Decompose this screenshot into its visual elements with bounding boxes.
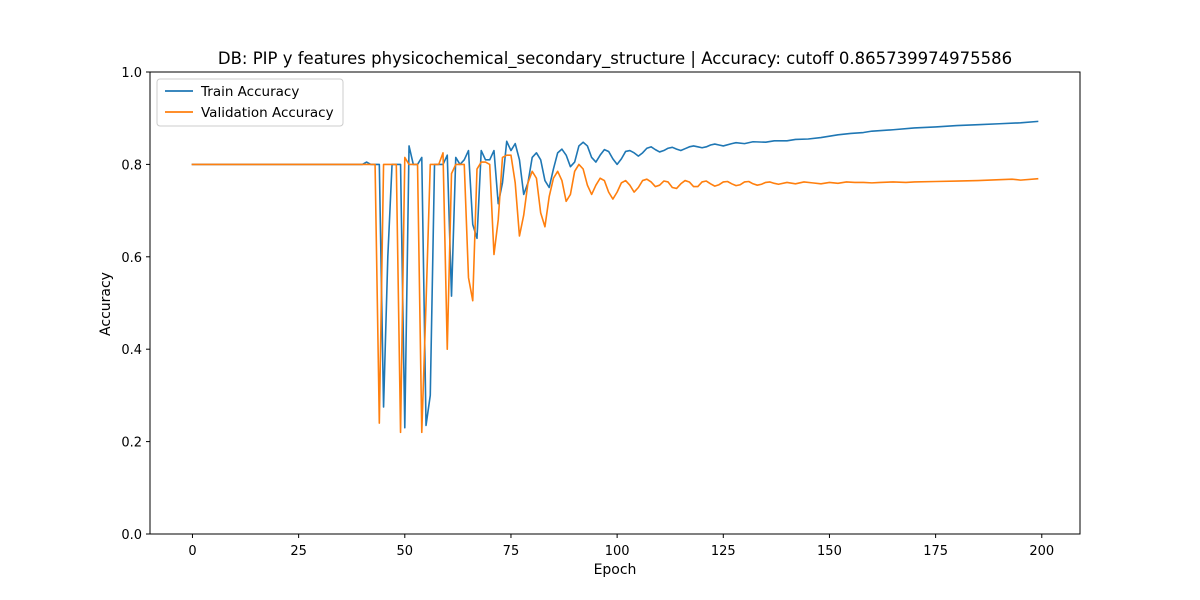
axes: 0 25 50 75 100 125 150 175 200 0.0 0.2 0.4 0.6 0.8 1.0 — [121, 66, 1081, 559]
x-tick-label: 0 — [188, 544, 196, 559]
y-tick-label: 0.4 — [121, 343, 142, 358]
x-tick-label: 75 — [503, 544, 520, 559]
x-tick-label: 25 — [290, 544, 307, 559]
y-axis-label: Accuracy — [98, 272, 114, 336]
plot-lines — [191, 120, 1039, 434]
legend: Train Accuracy Validation Accuracy — [156, 78, 344, 127]
legend-label: Validation Accuracy — [201, 105, 334, 121]
legend-label: Train Accuracy — [200, 84, 299, 100]
legend-box — [156, 78, 344, 127]
x-tick-label: 175 — [923, 544, 948, 559]
y-tick-label: 0.8 — [121, 158, 142, 173]
plot-frame — [149, 71, 1081, 535]
x-tick-label: 125 — [711, 544, 736, 559]
y-tick-label: 1.0 — [121, 66, 142, 81]
x-axis-label: Epoch — [594, 562, 637, 578]
y-tick-label: 0.2 — [121, 436, 142, 451]
series-line-validation — [191, 152, 1039, 434]
y-tick-label: 0.0 — [121, 528, 142, 543]
x-tick-label: 50 — [397, 544, 414, 559]
x-tick-label: 150 — [817, 544, 842, 559]
x-tick-label: 200 — [1029, 544, 1054, 559]
chart-title: DB: PIP y features physicochemical_secon… — [218, 49, 1012, 69]
y-tick-label: 0.6 — [121, 251, 142, 266]
x-tick-label: 100 — [605, 544, 630, 559]
